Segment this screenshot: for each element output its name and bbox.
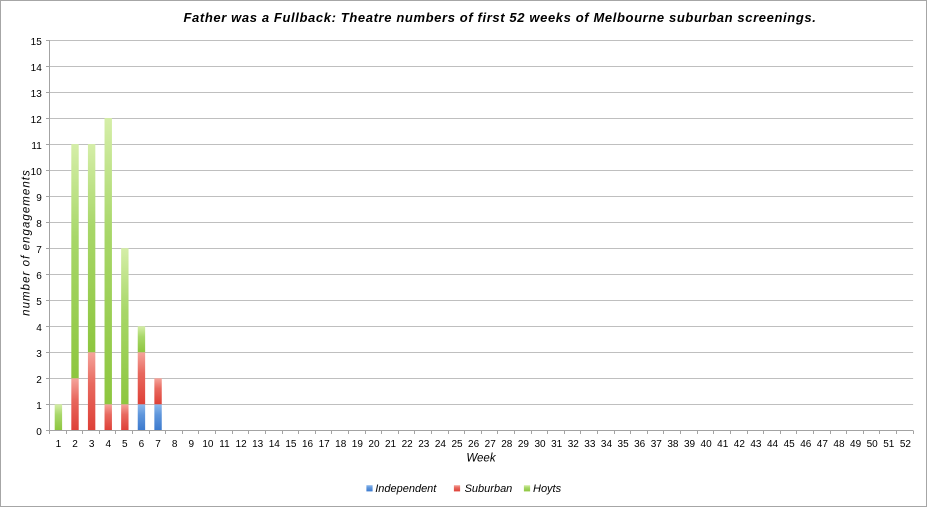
svg-text:10: 10 <box>31 167 43 178</box>
svg-text:3: 3 <box>36 349 42 360</box>
svg-text:29: 29 <box>518 439 530 450</box>
svg-text:2: 2 <box>72 439 78 450</box>
svg-text:28: 28 <box>501 439 513 450</box>
svg-text:15: 15 <box>31 37 43 48</box>
svg-text:34: 34 <box>601 439 613 450</box>
svg-text:14: 14 <box>269 439 281 450</box>
svg-text:Week: Week <box>466 453 496 465</box>
svg-text:40: 40 <box>701 439 713 450</box>
svg-text:26: 26 <box>468 439 480 450</box>
svg-text:43: 43 <box>750 439 762 450</box>
svg-text:2: 2 <box>36 375 42 386</box>
svg-text:7: 7 <box>155 439 161 450</box>
svg-text:13: 13 <box>252 439 264 450</box>
svg-text:44: 44 <box>767 439 779 450</box>
svg-text:6: 6 <box>36 271 42 282</box>
svg-text:0: 0 <box>36 427 42 438</box>
svg-text:5: 5 <box>36 297 42 308</box>
svg-text:46: 46 <box>800 439 812 450</box>
svg-text:12: 12 <box>31 115 43 126</box>
svg-text:9: 9 <box>188 439 194 450</box>
svg-text:4: 4 <box>36 323 42 334</box>
svg-text:21: 21 <box>385 439 397 450</box>
svg-text:13: 13 <box>31 89 43 100</box>
svg-text:23: 23 <box>418 439 430 450</box>
svg-text:10: 10 <box>202 439 214 450</box>
svg-text:47: 47 <box>817 439 829 450</box>
svg-text:48: 48 <box>833 439 845 450</box>
svg-text:31: 31 <box>551 439 563 450</box>
svg-text:19: 19 <box>352 439 364 450</box>
svg-text:25: 25 <box>451 439 463 450</box>
svg-text:32: 32 <box>568 439 580 450</box>
svg-text:30: 30 <box>534 439 546 450</box>
svg-text:4: 4 <box>105 439 111 450</box>
svg-text:11: 11 <box>31 141 42 152</box>
svg-text:12: 12 <box>236 439 248 450</box>
svg-text:37: 37 <box>651 439 663 450</box>
svg-text:6: 6 <box>139 439 145 450</box>
svg-text:5: 5 <box>122 439 128 450</box>
svg-text:50: 50 <box>867 439 879 450</box>
svg-text:14: 14 <box>31 63 43 74</box>
svg-text:7: 7 <box>36 245 42 256</box>
svg-text:27: 27 <box>485 439 497 450</box>
svg-text:Hoyts: Hoyts <box>533 483 562 495</box>
svg-text:9: 9 <box>36 193 42 204</box>
svg-text:Independent: Independent <box>375 483 437 495</box>
svg-text:3: 3 <box>89 439 95 450</box>
svg-text:1: 1 <box>36 401 42 412</box>
svg-text:39: 39 <box>684 439 696 450</box>
svg-text:41: 41 <box>717 439 729 450</box>
svg-text:1: 1 <box>56 439 62 450</box>
svg-text:20: 20 <box>368 439 380 450</box>
svg-text:15: 15 <box>285 439 297 450</box>
svg-text:51: 51 <box>883 439 895 450</box>
svg-text:33: 33 <box>584 439 596 450</box>
svg-text:45: 45 <box>784 439 796 450</box>
svg-text:16: 16 <box>302 439 314 450</box>
svg-text:24: 24 <box>435 439 447 450</box>
svg-text:number of engagements: number of engagements <box>21 169 33 316</box>
svg-text:52: 52 <box>900 439 912 450</box>
svg-text:35: 35 <box>618 439 630 450</box>
svg-text:17: 17 <box>319 439 331 450</box>
svg-text:22: 22 <box>402 439 414 450</box>
svg-text:18: 18 <box>335 439 347 450</box>
svg-text:38: 38 <box>667 439 679 450</box>
svg-text:Father was a Fullback: Theatre: Father was a Fullback: Theatre numbers o… <box>183 10 816 25</box>
svg-text:36: 36 <box>634 439 646 450</box>
svg-text:Suburban: Suburban <box>465 483 513 495</box>
svg-text:8: 8 <box>36 219 42 230</box>
svg-text:49: 49 <box>850 439 862 450</box>
svg-text:42: 42 <box>734 439 746 450</box>
svg-text:11: 11 <box>219 439 230 450</box>
svg-text:8: 8 <box>172 439 178 450</box>
